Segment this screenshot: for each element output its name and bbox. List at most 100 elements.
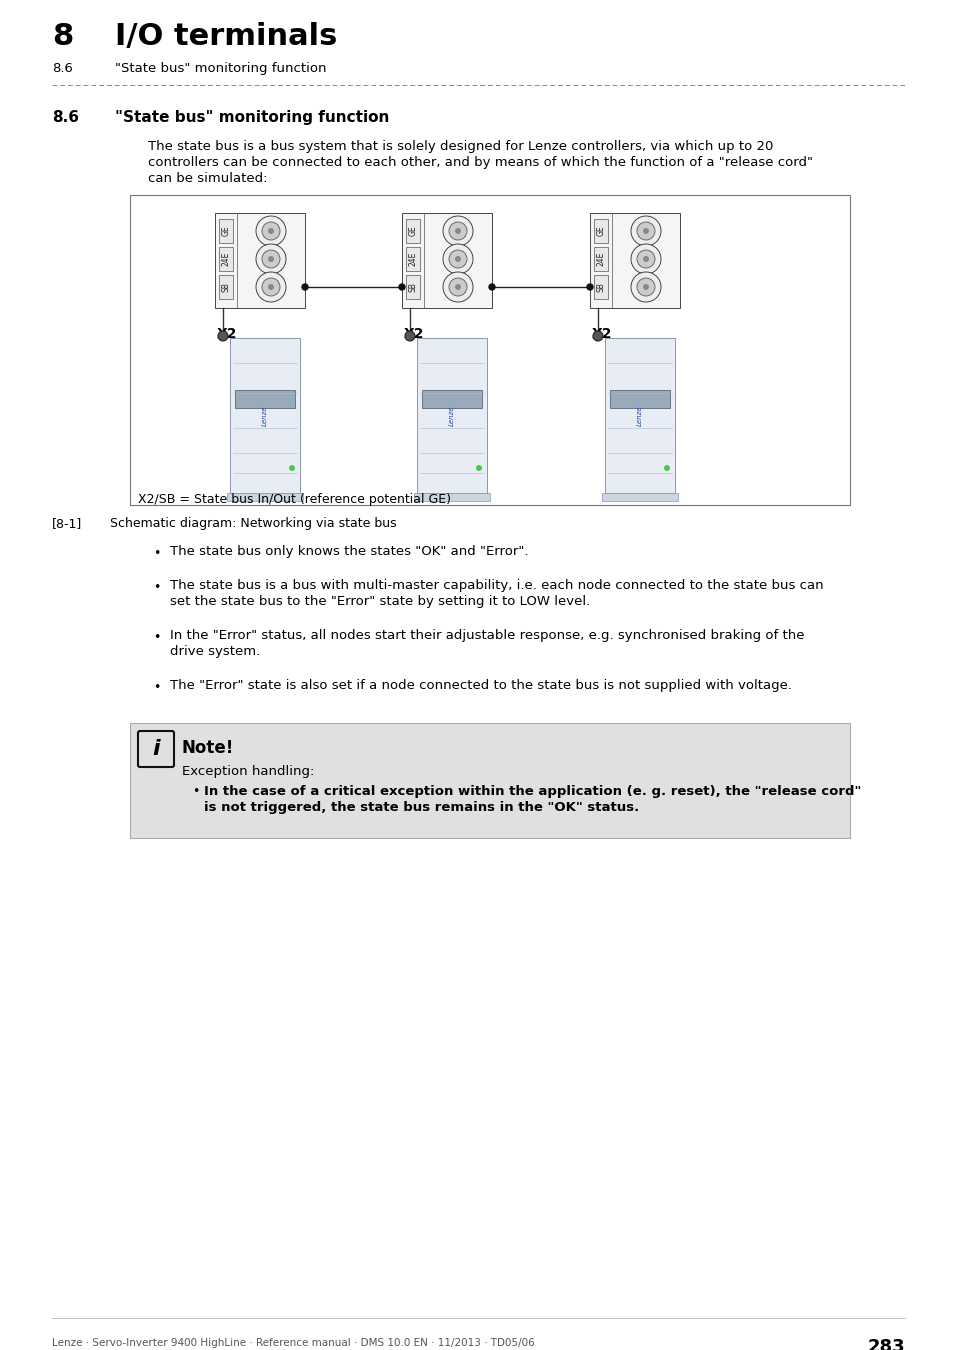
Text: In the case of a critical exception within the application (e. g. reset), the "r: In the case of a critical exception with… bbox=[204, 784, 861, 798]
Text: 24E: 24E bbox=[408, 252, 417, 266]
Text: can be simulated:: can be simulated: bbox=[148, 171, 267, 185]
Bar bbox=[234, 390, 294, 408]
Circle shape bbox=[642, 284, 648, 290]
Text: X2: X2 bbox=[592, 327, 612, 342]
Circle shape bbox=[255, 271, 286, 302]
Bar bbox=[406, 275, 419, 298]
Text: GE: GE bbox=[596, 225, 605, 236]
Circle shape bbox=[398, 284, 405, 290]
Circle shape bbox=[405, 331, 415, 342]
Circle shape bbox=[449, 221, 467, 240]
Circle shape bbox=[630, 271, 660, 302]
Circle shape bbox=[489, 284, 495, 290]
Circle shape bbox=[255, 244, 286, 274]
Circle shape bbox=[476, 464, 481, 471]
Circle shape bbox=[302, 284, 308, 290]
Bar bbox=[414, 493, 490, 501]
Text: SB: SB bbox=[221, 282, 231, 292]
Circle shape bbox=[449, 278, 467, 296]
Text: set the state bus to the "Error" state by setting it to LOW level.: set the state bus to the "Error" state b… bbox=[170, 595, 590, 608]
Circle shape bbox=[442, 271, 473, 302]
Circle shape bbox=[268, 228, 274, 234]
Circle shape bbox=[642, 256, 648, 262]
Circle shape bbox=[255, 216, 286, 246]
Text: 8.6: 8.6 bbox=[52, 62, 72, 76]
Bar bbox=[601, 493, 678, 501]
Text: •: • bbox=[152, 630, 160, 644]
Text: drive system.: drive system. bbox=[170, 645, 260, 657]
Bar bbox=[594, 275, 607, 298]
Text: SB: SB bbox=[596, 282, 605, 292]
Text: GE: GE bbox=[408, 225, 417, 236]
Circle shape bbox=[262, 221, 280, 240]
Bar bbox=[589, 213, 679, 308]
Circle shape bbox=[586, 284, 593, 290]
Circle shape bbox=[449, 250, 467, 269]
Circle shape bbox=[593, 331, 602, 342]
Circle shape bbox=[442, 216, 473, 246]
FancyBboxPatch shape bbox=[230, 338, 299, 493]
Text: controllers can be connected to each other, and by means of which the function o: controllers can be connected to each oth… bbox=[148, 157, 812, 169]
Text: i: i bbox=[152, 738, 160, 759]
Text: •: • bbox=[152, 580, 160, 594]
Bar bbox=[214, 213, 305, 308]
Circle shape bbox=[637, 278, 655, 296]
Bar bbox=[227, 493, 303, 501]
Text: 283: 283 bbox=[866, 1338, 904, 1350]
FancyBboxPatch shape bbox=[130, 724, 849, 838]
Text: SB: SB bbox=[408, 282, 417, 292]
Bar bbox=[421, 390, 481, 408]
Text: •: • bbox=[152, 547, 160, 560]
Text: In the "Error" status, all nodes start their adjustable response, e.g. synchroni: In the "Error" status, all nodes start t… bbox=[170, 629, 803, 643]
Text: 24E: 24E bbox=[596, 252, 605, 266]
Bar bbox=[594, 219, 607, 243]
Circle shape bbox=[455, 256, 460, 262]
Text: "State bus" monitoring function: "State bus" monitoring function bbox=[115, 109, 389, 126]
Bar bbox=[594, 247, 607, 271]
Text: [8-1]: [8-1] bbox=[52, 517, 82, 531]
Bar bbox=[219, 219, 233, 243]
Bar bbox=[219, 275, 233, 298]
Text: Exception handling:: Exception handling: bbox=[182, 765, 314, 778]
Text: 8: 8 bbox=[52, 22, 73, 51]
Circle shape bbox=[642, 228, 648, 234]
Text: Lenze · Servo-Inverter 9400 HighLine · Reference manual · DMS 10.0 EN · 11/2013 : Lenze · Servo-Inverter 9400 HighLine · R… bbox=[52, 1338, 535, 1349]
Bar bbox=[609, 390, 669, 408]
Text: X2: X2 bbox=[216, 327, 237, 342]
Text: The "Error" state is also set if a node connected to the state bus is not suppli: The "Error" state is also set if a node … bbox=[170, 679, 791, 693]
Text: 24E: 24E bbox=[221, 252, 231, 266]
Text: The state bus is a bus with multi-master capability, i.e. each node connected to: The state bus is a bus with multi-master… bbox=[170, 579, 822, 593]
Text: GE: GE bbox=[221, 225, 231, 236]
Circle shape bbox=[637, 250, 655, 269]
Circle shape bbox=[268, 256, 274, 262]
FancyBboxPatch shape bbox=[604, 338, 675, 493]
Text: •: • bbox=[152, 680, 160, 694]
Text: Lenze: Lenze bbox=[449, 405, 455, 425]
Circle shape bbox=[262, 250, 280, 269]
Text: Lenze: Lenze bbox=[262, 405, 268, 425]
Circle shape bbox=[637, 221, 655, 240]
FancyBboxPatch shape bbox=[416, 338, 486, 493]
Text: X2: X2 bbox=[403, 327, 424, 342]
Circle shape bbox=[663, 464, 669, 471]
Bar bbox=[401, 213, 492, 308]
Circle shape bbox=[268, 284, 274, 290]
Bar bbox=[406, 219, 419, 243]
Bar bbox=[219, 247, 233, 271]
Text: •: • bbox=[192, 784, 199, 798]
Circle shape bbox=[289, 464, 294, 471]
Text: Note!: Note! bbox=[182, 738, 234, 757]
Text: The state bus is a bus system that is solely designed for Lenze controllers, via: The state bus is a bus system that is so… bbox=[148, 140, 773, 153]
Text: I/O terminals: I/O terminals bbox=[115, 22, 337, 51]
Circle shape bbox=[455, 228, 460, 234]
Text: is not triggered, the state bus remains in the "OK" status.: is not triggered, the state bus remains … bbox=[204, 801, 639, 814]
Bar bbox=[130, 194, 849, 505]
FancyBboxPatch shape bbox=[138, 730, 173, 767]
Text: Lenze: Lenze bbox=[637, 405, 642, 425]
Circle shape bbox=[630, 216, 660, 246]
Circle shape bbox=[455, 284, 460, 290]
Circle shape bbox=[262, 278, 280, 296]
Text: Schematic diagram: Networking via state bus: Schematic diagram: Networking via state … bbox=[110, 517, 396, 531]
Circle shape bbox=[442, 244, 473, 274]
Text: The state bus only knows the states "OK" and "Error".: The state bus only knows the states "OK"… bbox=[170, 545, 528, 558]
